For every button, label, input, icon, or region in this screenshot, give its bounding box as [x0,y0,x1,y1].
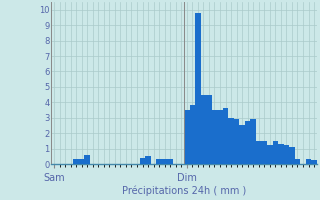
Bar [251,119,256,164]
Bar [311,160,317,164]
Bar [84,155,90,164]
Bar [306,159,311,164]
Bar [273,141,278,164]
Bar [256,141,261,164]
Bar [217,110,223,164]
Bar [212,110,217,164]
Bar [184,110,189,164]
Bar [245,121,251,164]
Bar [223,108,228,164]
Bar [206,95,212,164]
Bar [295,159,300,164]
Bar [167,159,173,164]
Bar [189,105,195,164]
Bar [156,159,162,164]
Bar [284,145,289,164]
Bar [267,145,273,164]
Bar [140,158,145,164]
X-axis label: Précipitations 24h ( mm ): Précipitations 24h ( mm ) [122,186,246,196]
Bar [278,144,284,164]
Bar [289,147,295,164]
Bar [195,13,201,164]
Bar [228,118,234,164]
Bar [162,159,167,164]
Bar [234,119,239,164]
Bar [79,159,84,164]
Bar [201,95,206,164]
Bar [73,159,79,164]
Bar [261,141,267,164]
Bar [239,125,245,164]
Bar [145,156,151,164]
